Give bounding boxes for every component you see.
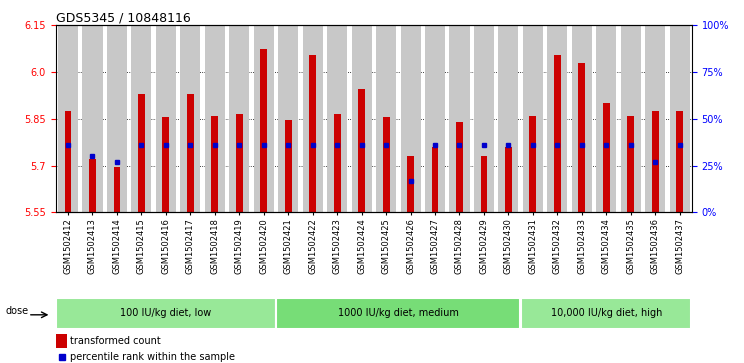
Bar — [521, 298, 691, 329]
Bar — [554, 55, 561, 212]
Bar — [449, 25, 469, 212]
Bar — [138, 94, 145, 212]
Bar — [205, 25, 225, 212]
Bar — [620, 25, 641, 212]
Bar — [432, 147, 438, 212]
Text: 1000 IU/kg diet, medium: 1000 IU/kg diet, medium — [338, 308, 459, 318]
Bar — [180, 25, 200, 212]
Bar — [254, 25, 274, 212]
Bar — [132, 25, 152, 212]
Bar — [58, 25, 78, 212]
Bar — [670, 25, 690, 212]
Bar — [89, 159, 96, 212]
Bar — [523, 25, 543, 212]
Bar — [425, 25, 445, 212]
Bar — [572, 25, 592, 212]
Bar — [498, 25, 519, 212]
Bar — [481, 156, 487, 212]
Bar — [578, 63, 586, 212]
Bar — [260, 49, 267, 212]
Bar — [56, 334, 67, 348]
Bar — [596, 25, 616, 212]
Bar — [530, 116, 536, 212]
Bar — [303, 25, 323, 212]
Bar — [155, 25, 176, 212]
Bar — [278, 25, 298, 212]
Bar — [352, 25, 372, 212]
Bar — [162, 117, 170, 212]
Bar — [187, 94, 193, 212]
Bar — [334, 114, 341, 212]
Bar — [676, 111, 683, 212]
Bar — [603, 103, 610, 212]
Text: GDS5345 / 10848116: GDS5345 / 10848116 — [56, 11, 190, 24]
Bar — [83, 25, 103, 212]
Bar — [285, 121, 292, 212]
Bar — [65, 111, 71, 212]
Bar — [652, 111, 658, 212]
Bar — [382, 117, 390, 212]
Bar — [456, 122, 463, 212]
Bar — [236, 114, 243, 212]
Bar — [211, 116, 218, 212]
Bar — [376, 25, 396, 212]
Bar — [310, 55, 316, 212]
Bar — [627, 116, 634, 212]
Text: percentile rank within the sample: percentile rank within the sample — [71, 352, 235, 362]
Bar — [505, 147, 512, 212]
Text: transformed count: transformed count — [71, 336, 161, 346]
Bar — [327, 25, 347, 212]
Text: 10,000 IU/kg diet, high: 10,000 IU/kg diet, high — [551, 308, 662, 318]
Bar — [114, 167, 121, 212]
Text: dose: dose — [6, 306, 29, 317]
Bar — [474, 25, 494, 212]
Text: 100 IU/kg diet, low: 100 IU/kg diet, low — [121, 308, 211, 318]
Bar — [548, 25, 568, 212]
Bar — [277, 298, 520, 329]
Bar — [107, 25, 127, 212]
Bar — [400, 25, 420, 212]
Bar — [407, 156, 414, 212]
Bar — [229, 25, 249, 212]
Bar — [645, 25, 665, 212]
Bar — [57, 298, 275, 329]
Bar — [358, 89, 365, 212]
